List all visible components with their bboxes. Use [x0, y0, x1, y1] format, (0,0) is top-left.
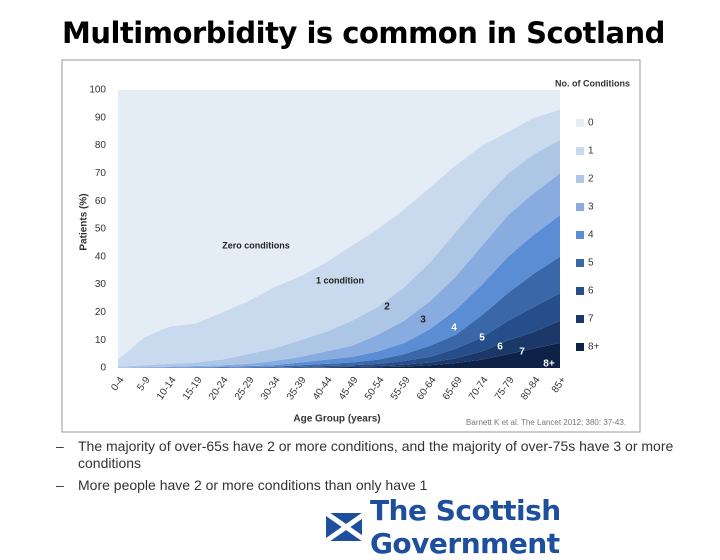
area — [118, 173, 560, 368]
slide: Multimorbidity is common in Scotland Pat… — [0, 0, 720, 540]
annotation: 7 — [519, 347, 525, 358]
legend-label: 5 — [588, 258, 594, 269]
saltire-flag — [326, 513, 362, 541]
bullet: The majority of over-65s have 2 or more … — [40, 438, 700, 472]
annotation: 2 — [384, 302, 390, 313]
annotation: 1 condition — [316, 275, 364, 285]
annotation: 8+ — [543, 359, 555, 370]
legend-swatch — [576, 147, 584, 155]
annotation: 5 — [479, 333, 485, 344]
logo: The Scottish Government — [326, 494, 720, 560]
annotation: Zero conditions — [222, 240, 290, 250]
y-tick-label: 90 — [95, 112, 107, 123]
legend-swatch — [576, 259, 584, 267]
legend-label: 7 — [588, 314, 594, 325]
legend-label: 3 — [588, 202, 594, 213]
area — [118, 109, 560, 367]
y-tick-label: 40 — [95, 251, 107, 262]
legend-label: 4 — [588, 230, 594, 241]
y-tick-label: 60 — [95, 196, 107, 207]
legend-swatch — [576, 175, 584, 183]
legend-label: 1 — [588, 146, 594, 157]
y-tick-label: 20 — [95, 307, 107, 318]
legend-title: No. of Conditions — [555, 78, 630, 88]
source: Barnett K et al. The Lancet 2012; 380: 3… — [466, 418, 626, 427]
legend-swatch — [576, 231, 584, 239]
y-tick-label: 10 — [95, 335, 107, 346]
annotation: 4 — [451, 323, 457, 334]
legend-label: 0 — [588, 118, 594, 129]
area — [118, 215, 560, 368]
x-axis-label: Age Group (years) — [293, 414, 380, 425]
y-tick-label: 0 — [100, 363, 106, 374]
y-tick-label: 70 — [95, 168, 107, 179]
y-tick-label: 80 — [95, 140, 107, 151]
legend-label: 6 — [588, 286, 594, 297]
legend-swatch — [576, 119, 584, 127]
area — [118, 90, 560, 360]
y-tick-label: 30 — [95, 279, 107, 290]
logo-text: The Scottish Government — [369, 494, 561, 560]
y-tick-label: 50 — [95, 224, 107, 235]
chart: Patients (%) Age Group (years) No. of Co… — [61, 59, 641, 433]
slide-title: Multimorbidity is common in Scotland — [62, 16, 665, 50]
legend-label: 2 — [588, 174, 594, 185]
legend-swatch — [576, 287, 584, 295]
area — [118, 256, 560, 368]
area — [118, 140, 560, 368]
bullet: More people have 2 or more conditions th… — [40, 477, 700, 494]
legend-swatch — [576, 343, 584, 351]
legend-label: 8+ — [588, 342, 600, 353]
legend-swatch — [576, 315, 584, 323]
y-axis-label: Patients (%) — [79, 193, 90, 250]
area — [118, 342, 560, 368]
annotation: 6 — [497, 342, 503, 353]
bullet-list: The majority of over-65s have 2 or more … — [40, 438, 700, 499]
y-tick-label: 100 — [89, 85, 106, 96]
annotation: 3 — [420, 315, 426, 326]
legend-swatch — [576, 203, 584, 211]
